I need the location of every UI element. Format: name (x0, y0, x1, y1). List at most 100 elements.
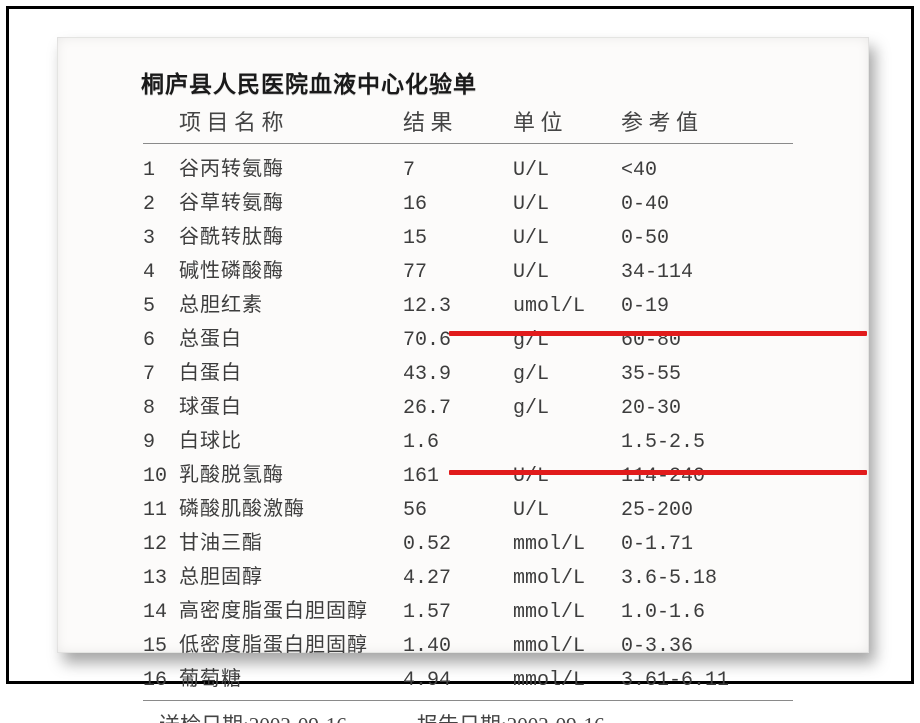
rule-bottom (143, 700, 793, 701)
row-name: 总胆红素 (179, 286, 403, 320)
row-index: 4 (143, 252, 179, 286)
table-row: 7白蛋白43.9g/L35-55 (143, 354, 793, 388)
row-ref: 20-30 (621, 388, 793, 422)
table-row: 6总蛋白70.6g/L60-80 (143, 320, 793, 354)
row-ref: 0-40 (621, 184, 793, 218)
row-index: 10 (143, 456, 179, 490)
row-result: 15 (403, 218, 513, 252)
row-ref: 1.5-2.5 (621, 422, 793, 456)
row-result: 7 (403, 150, 513, 184)
table-row: 11磷酸肌酸激酶56U/L25-200 (143, 490, 793, 524)
rule-top (143, 143, 793, 144)
row-unit: U/L (513, 490, 621, 524)
row-unit: mmol/L (513, 558, 621, 592)
row-ref: 60-80 (621, 320, 793, 354)
row-index: 1 (143, 150, 179, 184)
submit-date: 送检日期:2002-09-16 (159, 709, 347, 723)
report-title: 桐庐县人民医院血液中心化验单 (141, 65, 793, 99)
row-index: 11 (143, 490, 179, 524)
col-result: 结 果 (403, 105, 513, 137)
row-unit: g/L (513, 388, 621, 422)
row-ref: 0-50 (621, 218, 793, 252)
row-unit: mmol/L (513, 592, 621, 626)
row-index: 3 (143, 218, 179, 252)
row-index: 8 (143, 388, 179, 422)
table-row: 16葡萄糖4.94mmol/L3.61-6.11 (143, 660, 793, 694)
table-row: 3谷酰转肽酶15U/L0-50 (143, 218, 793, 252)
table-row: 12甘油三酯0.52mmol/L0-1.71 (143, 524, 793, 558)
report-paper: 桐庐县人民医院血液中心化验单 项 目 名 称 结 果 单 位 参 考 值 1谷丙… (57, 37, 869, 653)
row-unit: g/L (513, 354, 621, 388)
table-row: 2谷草转氨酶16U/L0-40 (143, 184, 793, 218)
col-name: 项 目 名 称 (179, 105, 403, 137)
row-result: 1.6 (403, 422, 513, 456)
lab-table: 1谷丙转氨酶7U/L<402谷草转氨酶16U/L0-403谷酰转肽酶15U/L0… (143, 150, 793, 694)
row-ref: 1.0-1.6 (621, 592, 793, 626)
row-unit: mmol/L (513, 660, 621, 694)
row-unit: U/L (513, 150, 621, 184)
report-content: 桐庐县人民医院血液中心化验单 项 目 名 称 结 果 单 位 参 考 值 1谷丙… (143, 65, 793, 723)
row-ref: 25-200 (621, 490, 793, 524)
col-unit: 单 位 (513, 105, 621, 137)
row-result: 26.7 (403, 388, 513, 422)
table-row: 14高密度脂蛋白胆固醇1.57mmol/L1.0-1.6 (143, 592, 793, 626)
row-result: 0.52 (403, 524, 513, 558)
row-name: 甘油三酯 (179, 524, 403, 558)
highlight-line (449, 331, 867, 336)
row-ref: 3.61-6.11 (621, 660, 793, 694)
row-result: 1.57 (403, 592, 513, 626)
row-index: 7 (143, 354, 179, 388)
row-index: 9 (143, 422, 179, 456)
highlight-line (449, 470, 867, 475)
row-unit: g/L (513, 320, 621, 354)
row-name: 碱性磷酸酶 (179, 252, 403, 286)
row-ref: 35-55 (621, 354, 793, 388)
row-ref: 0-3.36 (621, 626, 793, 660)
row-name: 磷酸肌酸激酶 (179, 490, 403, 524)
row-name: 乳酸脱氢酶 (179, 456, 403, 490)
row-unit: U/L (513, 252, 621, 286)
row-index: 14 (143, 592, 179, 626)
table-row: 1谷丙转氨酶7U/L<40 (143, 150, 793, 184)
table-row: 15低密度脂蛋白胆固醇1.40mmol/L0-3.36 (143, 626, 793, 660)
row-name: 白球比 (179, 422, 403, 456)
row-index: 5 (143, 286, 179, 320)
row-name: 总胆固醇 (179, 558, 403, 592)
row-ref: 0-1.71 (621, 524, 793, 558)
row-result: 12.3 (403, 286, 513, 320)
row-name: 球蛋白 (179, 388, 403, 422)
row-result: 70.6 (403, 320, 513, 354)
table-row: 5总胆红素12.3umol/L0-19 (143, 286, 793, 320)
row-index: 2 (143, 184, 179, 218)
row-unit: mmol/L (513, 524, 621, 558)
row-name: 谷丙转氨酶 (179, 150, 403, 184)
row-name: 白蛋白 (179, 354, 403, 388)
table-row: 13总胆固醇4.27mmol/L3.6-5.18 (143, 558, 793, 592)
row-unit: mmol/L (513, 626, 621, 660)
table-row: 9白球比1.6 1.5-2.5 (143, 422, 793, 456)
row-unit (513, 422, 621, 456)
row-ref: 34-114 (621, 252, 793, 286)
row-index: 16 (143, 660, 179, 694)
table-row: 4碱性磷酸酶77U/L34-114 (143, 252, 793, 286)
row-result: 77 (403, 252, 513, 286)
row-ref: <40 (621, 150, 793, 184)
row-result: 16 (403, 184, 513, 218)
slide-frame: 桐庐县人民医院血液中心化验单 项 目 名 称 结 果 单 位 参 考 值 1谷丙… (6, 6, 914, 684)
row-index: 13 (143, 558, 179, 592)
row-result: 56 (403, 490, 513, 524)
row-name: 谷草转氨酶 (179, 184, 403, 218)
row-name: 低密度脂蛋白胆固醇 (179, 626, 403, 660)
row-name: 总蛋白 (179, 320, 403, 354)
row-ref: 3.6-5.18 (621, 558, 793, 592)
row-result: 1.40 (403, 626, 513, 660)
row-name: 葡萄糖 (179, 660, 403, 694)
report-date: 报告日期:2002-09-16 (417, 709, 605, 723)
row-result: 43.9 (403, 354, 513, 388)
row-result: 4.27 (403, 558, 513, 592)
row-unit: umol/L (513, 286, 621, 320)
row-index: 12 (143, 524, 179, 558)
row-result: 4.94 (403, 660, 513, 694)
row-unit: U/L (513, 218, 621, 252)
table-row: 8球蛋白26.7g/L20-30 (143, 388, 793, 422)
